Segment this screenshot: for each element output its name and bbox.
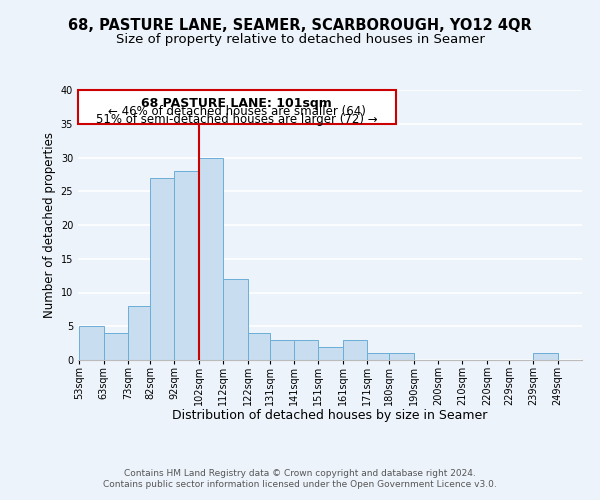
Text: 51% of semi-detached houses are larger (72) →: 51% of semi-detached houses are larger (… bbox=[96, 113, 377, 126]
Bar bbox=[79, 326, 104, 360]
Bar bbox=[104, 333, 128, 360]
Bar bbox=[294, 340, 319, 360]
Bar bbox=[175, 171, 199, 360]
Text: 68, PASTURE LANE, SEAMER, SCARBOROUGH, YO12 4QR: 68, PASTURE LANE, SEAMER, SCARBOROUGH, Y… bbox=[68, 18, 532, 32]
Bar bbox=[199, 158, 223, 360]
Bar bbox=[367, 353, 389, 360]
Bar bbox=[319, 346, 343, 360]
Bar bbox=[343, 340, 367, 360]
Bar bbox=[389, 353, 413, 360]
Text: Contains HM Land Registry data © Crown copyright and database right 2024.: Contains HM Land Registry data © Crown c… bbox=[124, 468, 476, 477]
Bar bbox=[533, 353, 557, 360]
Y-axis label: Number of detached properties: Number of detached properties bbox=[43, 132, 56, 318]
FancyBboxPatch shape bbox=[78, 90, 395, 124]
Bar bbox=[269, 340, 294, 360]
Bar bbox=[150, 178, 175, 360]
Bar bbox=[128, 306, 150, 360]
Bar bbox=[223, 279, 248, 360]
Text: ← 46% of detached houses are smaller (64): ← 46% of detached houses are smaller (64… bbox=[108, 105, 365, 118]
Text: 68 PASTURE LANE: 101sqm: 68 PASTURE LANE: 101sqm bbox=[142, 97, 332, 110]
X-axis label: Distribution of detached houses by size in Seamer: Distribution of detached houses by size … bbox=[172, 409, 488, 422]
Text: Contains public sector information licensed under the Open Government Licence v3: Contains public sector information licen… bbox=[103, 480, 497, 489]
Text: Size of property relative to detached houses in Seamer: Size of property relative to detached ho… bbox=[116, 32, 484, 46]
Bar bbox=[248, 333, 269, 360]
